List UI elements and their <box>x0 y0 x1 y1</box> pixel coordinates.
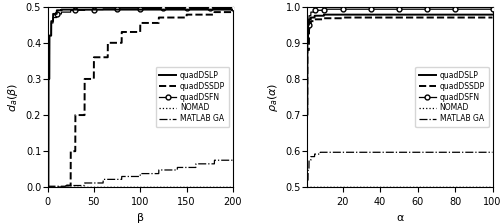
Legend: quadDSLP, quadDSSDP, quadDSFN, NOMAD, MATLAB GA: quadDSLP, quadDSSDP, quadDSFN, NOMAD, MA… <box>415 67 488 127</box>
Y-axis label: $d_a(\beta)$: $d_a(\beta)$ <box>6 83 20 112</box>
Y-axis label: $\rho_a(\alpha)$: $\rho_a(\alpha)$ <box>266 82 280 112</box>
X-axis label: α: α <box>396 213 404 223</box>
Legend: quadDSLP, quadDSSDP, quadDSFN, NOMAD, MATLAB GA: quadDSLP, quadDSSDP, quadDSFN, NOMAD, MA… <box>156 67 229 127</box>
X-axis label: β: β <box>136 213 143 223</box>
